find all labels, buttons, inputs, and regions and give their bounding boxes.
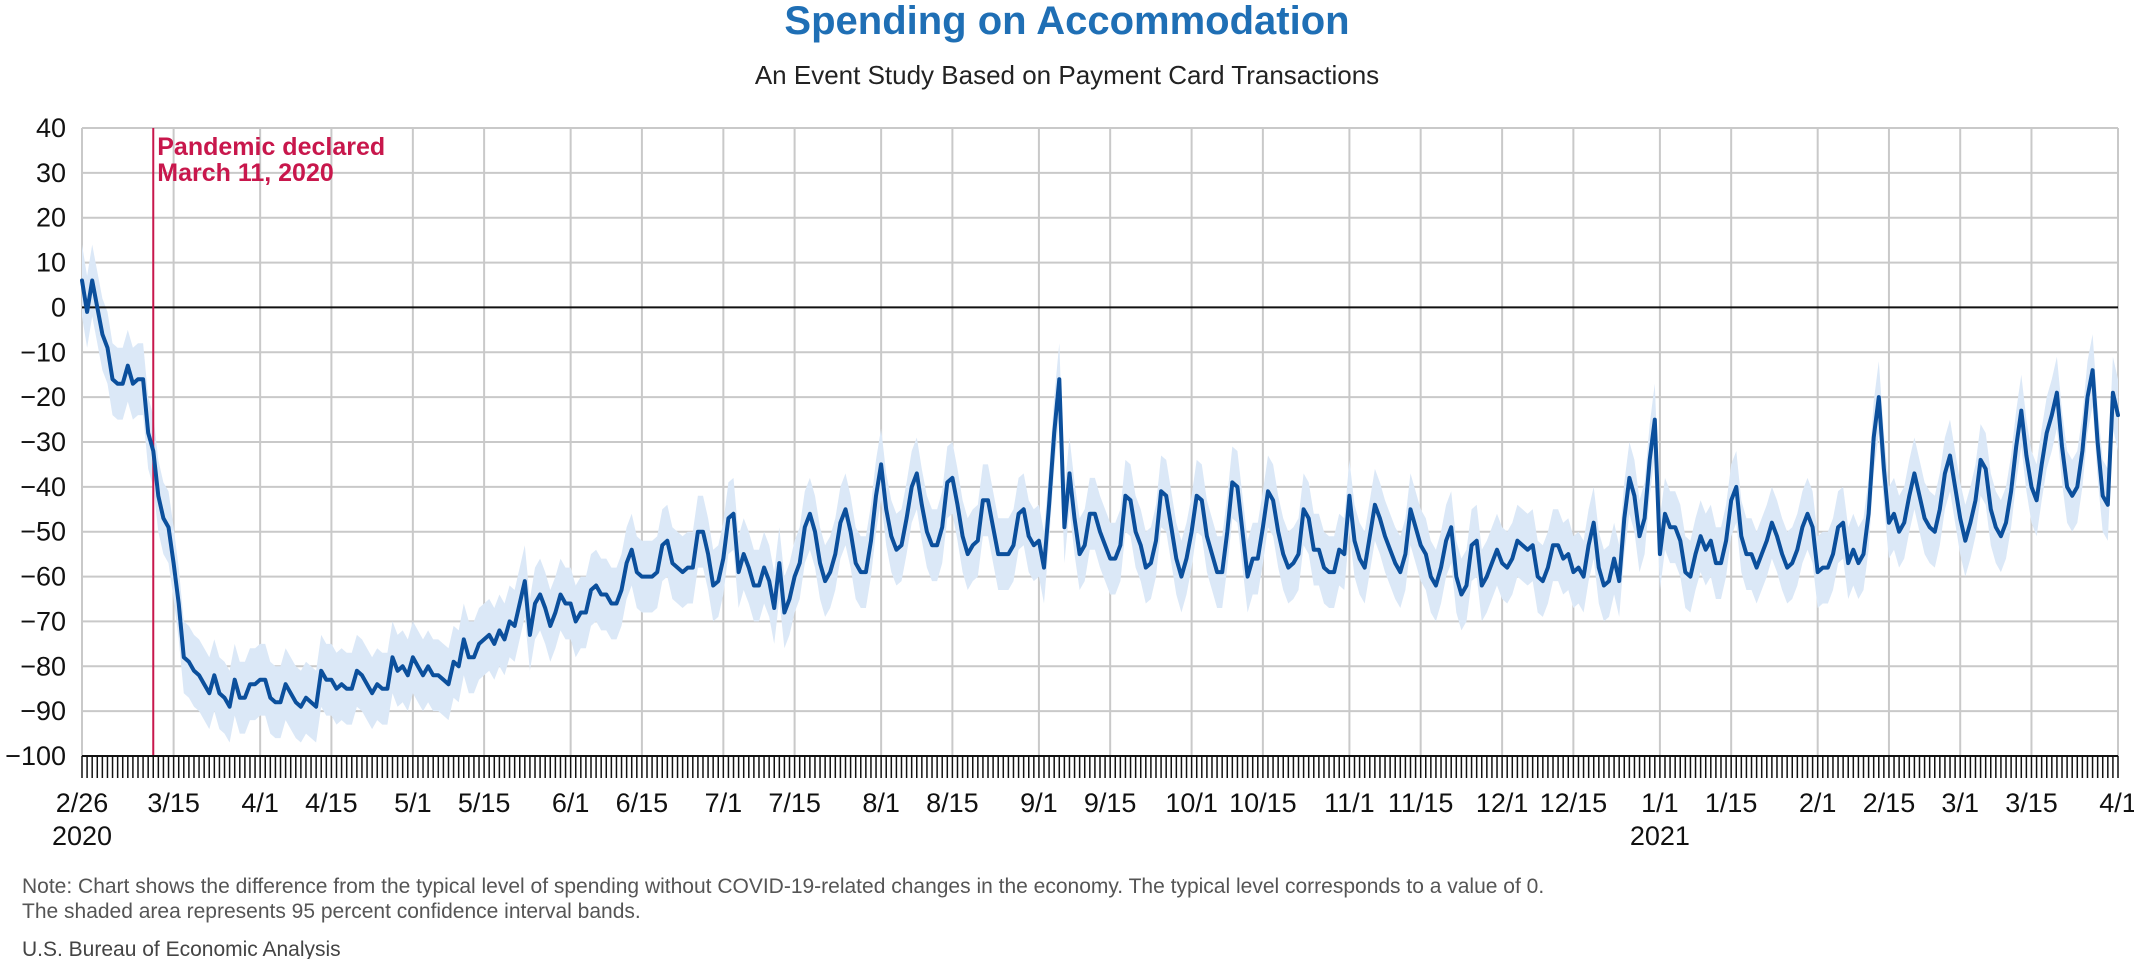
y-tick-label: −50 <box>20 517 66 547</box>
y-tick-label: 40 <box>36 113 66 143</box>
y-tick-label: −40 <box>20 472 66 502</box>
series-line <box>80 278 2120 709</box>
y-tick-label: −80 <box>20 651 66 681</box>
annotation-line2: March 11, 2020 <box>157 159 334 187</box>
y-tick-label: −90 <box>20 696 66 726</box>
x-tick-label: 2/15 <box>1863 788 1916 818</box>
series-line-layer <box>80 278 2120 709</box>
x-tick-label: 8/15 <box>926 788 979 818</box>
x-tick-label: 9/15 <box>1084 788 1137 818</box>
x-tick-label: 3/15 <box>147 788 200 818</box>
x-tick-label: 11/1 <box>1324 788 1375 818</box>
y-tick-label: −70 <box>20 606 66 636</box>
x-tick-label: 5/15 <box>458 788 511 818</box>
y-tick-label: −100 <box>5 741 66 771</box>
x-tick-label: 8/1 <box>862 788 900 818</box>
annotation-line1: Pandemic declared <box>157 133 385 161</box>
y-tick-label: −10 <box>20 337 66 367</box>
source-text: U.S. Bureau of Economic Analysis <box>22 938 341 959</box>
x-tick-label: 10/1 <box>1165 788 1218 818</box>
x-tick-label: 5/1 <box>394 788 432 818</box>
note-line-1: Note: Chart shows the difference from th… <box>22 875 1544 898</box>
x-tick-label: 2/1 <box>1799 788 1837 818</box>
x-tick-label: 7/1 <box>705 788 743 818</box>
x-tick-label: 9/1 <box>1020 788 1058 818</box>
note-line-2: The shaded area represents 95 percent co… <box>22 900 641 923</box>
x-tick-label: 3/15 <box>2005 788 2058 818</box>
y-tick-label: 0 <box>51 292 66 322</box>
x-tick-label: 1/1 <box>1641 788 1679 818</box>
x-tick-label: 2/26 <box>56 788 109 818</box>
y-tick-label: 20 <box>36 203 66 233</box>
x-tick-label: 4/15 <box>305 788 358 818</box>
x-tick-label: 1/15 <box>1705 788 1758 818</box>
y-tick-label: −20 <box>20 382 66 412</box>
x-axis <box>81 755 2119 778</box>
chart-title: Spending on Accommodation <box>784 0 1349 43</box>
x-tick-label: 10/15 <box>1229 788 1297 818</box>
y-tick-label: −60 <box>20 562 66 592</box>
y-tick-label: −30 <box>20 427 66 457</box>
x-tick-label: 6/1 <box>552 788 590 818</box>
x-tick-year-label: 2020 <box>52 821 112 851</box>
x-tick-year-label: 2021 <box>1630 821 1690 851</box>
x-tick-label: 4/1 <box>2099 788 2134 818</box>
x-tick-label: 3/1 <box>1941 788 1979 818</box>
x-tick-label: 6/15 <box>616 788 669 818</box>
x-tick-label: 11/15 <box>1388 788 1454 818</box>
x-tick-label: 4/1 <box>241 788 279 818</box>
chart-subtitle: An Event Study Based on Payment Card Tra… <box>755 60 1379 90</box>
x-tick-label: 12/15 <box>1540 788 1608 818</box>
confidence-band <box>82 244 2118 743</box>
x-tick-label: 7/15 <box>768 788 821 818</box>
x-tick-label: 12/1 <box>1476 788 1529 818</box>
annotation-layer: Pandemic declared March 11, 2020 <box>152 128 385 756</box>
confidence-band-layer <box>82 244 2118 743</box>
y-tick-label: 30 <box>36 158 66 188</box>
y-tick-label: 10 <box>36 248 66 278</box>
y-axis: 40 30 20 10 0 −10 −20 −30 −40 −50 −60 −70 −80 −90 −100 <box>5 113 66 771</box>
